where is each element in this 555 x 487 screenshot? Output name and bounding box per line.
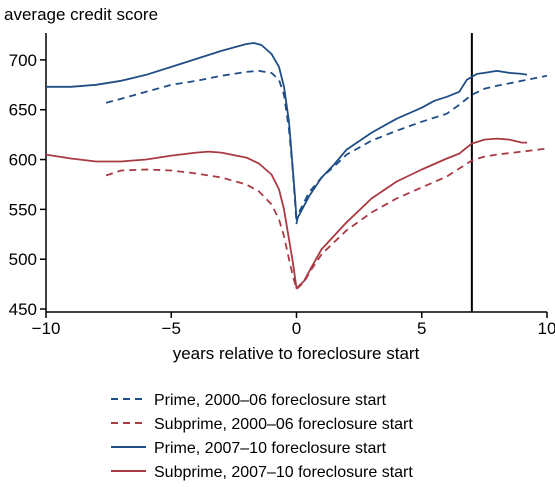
series-line-3	[45, 137, 527, 289]
y-tick-label: 500	[9, 250, 37, 269]
y-tick-label: 600	[9, 151, 37, 170]
y-tick-label: 550	[9, 200, 37, 219]
legend-label: Subprime, 2007–10 foreclosure start	[154, 464, 413, 481]
y-ticks: 450 500 550 600 650 700	[9, 51, 46, 319]
x-ticks: −10 −5 0 5 10	[32, 312, 555, 338]
x-tick-label: 10	[538, 319, 555, 338]
legend-label: Prime, 2007–10 foreclosure start	[154, 440, 387, 457]
x-axis-label: years relative to foreclosure start	[173, 344, 420, 363]
legend: Prime, 2000–06 foreclosure start Subprime…	[111, 392, 413, 481]
y-tick-label: 450	[9, 300, 37, 319]
y-tick-label: 650	[9, 101, 37, 120]
series-group	[45, 42, 548, 290]
series-line-2	[46, 42, 528, 221]
x-tick-label: 0	[292, 319, 301, 338]
y-tick-label: 700	[9, 51, 37, 70]
series-line-0	[105, 70, 548, 225]
x-tick-label: 5	[417, 319, 426, 338]
series-line-1	[105, 147, 548, 290]
x-tick-label: −10	[32, 319, 61, 338]
x-tick-label: −5	[162, 319, 181, 338]
legend-label: Subprime, 2000–06 foreclosure start	[154, 416, 413, 433]
y-axis-label: average credit score	[4, 5, 158, 24]
legend-label: Prime, 2000–06 foreclosure start	[154, 392, 387, 409]
